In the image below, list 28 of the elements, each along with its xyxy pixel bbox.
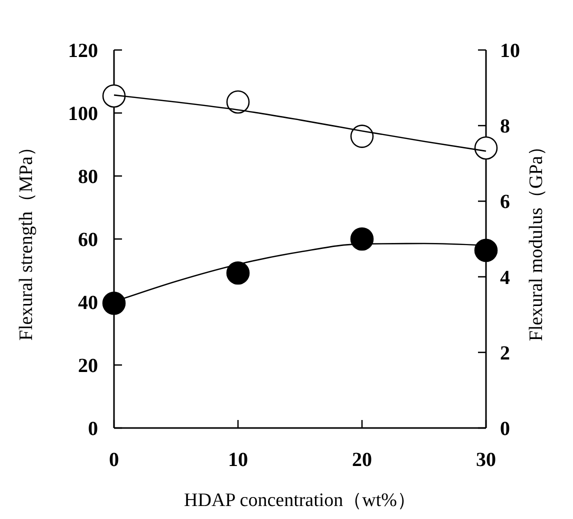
y2-axis-title: Flexural modulus（GPa）	[526, 136, 547, 342]
point	[474, 136, 498, 160]
x-tick-label: 30	[476, 449, 496, 471]
point	[102, 292, 126, 315]
y2-tick-label: 6	[500, 191, 510, 214]
y-axis-title: Flexural strength（MPa）	[16, 137, 37, 341]
y-tick-label: 80	[78, 166, 98, 188]
y-tick-label: 20	[78, 355, 98, 377]
y2-tick-label: 4	[500, 266, 510, 289]
y-tick-label: 0	[88, 418, 98, 440]
x-tick-label: 10	[228, 449, 248, 471]
y2-tick-label: 8	[500, 116, 510, 138]
y2-tick-label: 0	[500, 418, 510, 440]
point	[474, 238, 498, 262]
y-tick-label: 100	[68, 103, 98, 125]
x-axis-title: HDAP concentration（wt%）	[184, 490, 416, 511]
point	[226, 90, 250, 114]
point	[350, 124, 374, 148]
x-tick-label: 0	[109, 449, 119, 471]
point	[102, 84, 126, 108]
point	[226, 261, 250, 285]
x-tick-label: 20	[352, 449, 372, 471]
y-tick-label: 120	[68, 40, 98, 62]
y2-tick-label: 2	[500, 342, 510, 364]
y-tick-label: 40	[78, 292, 98, 314]
point	[350, 227, 374, 251]
y2-tick-label: 10	[500, 40, 520, 62]
y-tick-label: 60	[78, 229, 98, 251]
